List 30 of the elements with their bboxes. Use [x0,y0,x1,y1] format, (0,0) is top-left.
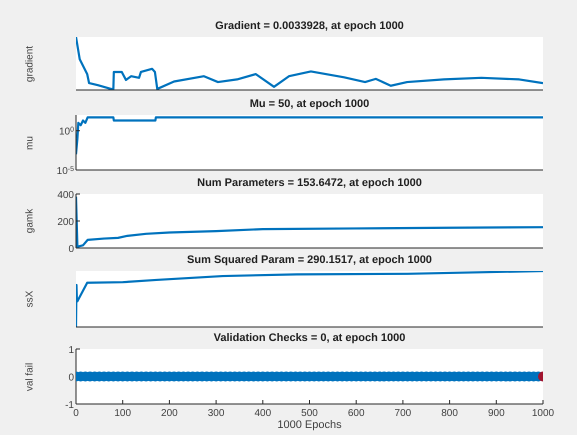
chart-title: Validation Checks = 0, at epoch 1000 [212,332,406,344]
y-tick-label: 10$^{-5}$ [56,166,74,177]
y-axis-title: mu [24,136,36,150]
x-tick-label: 700 [394,408,412,419]
line-series [76,116,543,156]
y-tick-label: -1 [65,400,74,411]
y-tick-label: 0 [68,372,74,384]
y-tick-label: 0 [68,244,74,255]
x-tick-label: 1000 [532,408,555,419]
x-tick-label: 600 [348,408,365,419]
y-tick-label: 200 [57,217,74,228]
y-axis-title: ssX [24,290,36,308]
y-axis-title: val fail [24,362,36,391]
x-tick-label: 300 [208,408,225,419]
chart-title: Mu = 50, at epoch 1000 [248,98,370,110]
x-tick-label: 500 [301,408,318,419]
y-axis-title: gradient [24,45,36,82]
x-tick-label: 900 [488,408,506,419]
y-axis-title: gamk [24,208,36,234]
x-tick-label: 200 [161,408,178,419]
x-tick-label: 800 [441,408,458,419]
x-axis-title: 1000 Epochs [276,419,343,431]
y-tick-label: 1 [68,345,74,356]
chart-title: Num Parameters = 153.6472, at epoch 1000 [196,177,423,189]
y-tick-label: 10$^{0}$ [58,126,74,138]
chart-title: Gradient = 0.0033928, at epoch 1000 [214,20,405,32]
chart-title: Sum Squared Param = 290.1517, at epoch 1000 [186,254,433,266]
y-tick-label: 400 [57,190,74,201]
x-tick-label: 400 [254,408,272,419]
x-tick-label: 100 [114,408,132,419]
